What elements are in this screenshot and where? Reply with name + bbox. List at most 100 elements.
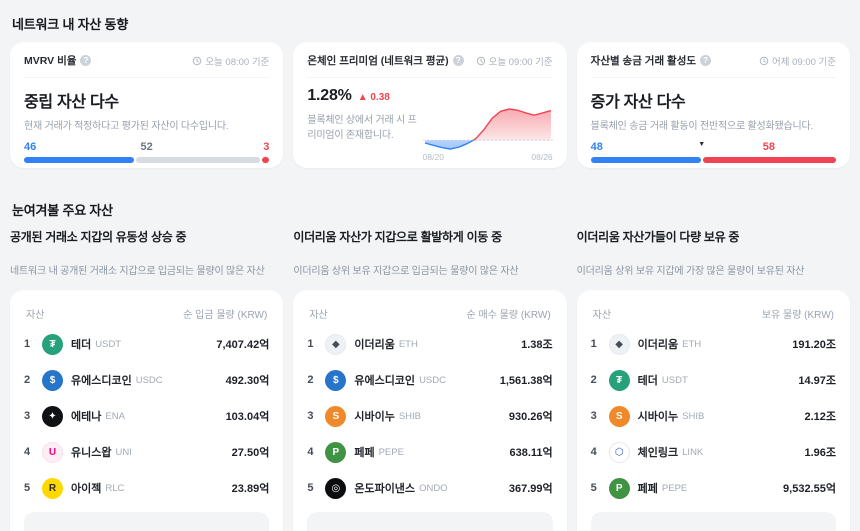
table-header: 자산 순 매수 물량 (KRW) bbox=[307, 300, 552, 326]
premium-timestamp: 오늘 09:00 기준 bbox=[476, 54, 553, 68]
table-row[interactable]: 4 ⬡ 체인링크 LINK 1.96조 bbox=[591, 434, 836, 470]
table-row[interactable]: 2 $ 유에스디코인 USDC 1,561.38억 bbox=[307, 362, 553, 398]
rank-label: 3 bbox=[307, 410, 314, 422]
asset-ticker: SHIB bbox=[682, 410, 705, 422]
group-title: 공개된 거래소 지갑의 유동성 상승 중 bbox=[10, 230, 187, 244]
premium-value: 1.28% bbox=[307, 87, 352, 104]
table-row[interactable]: 4 U 유니스왑 UNI 27.50억 bbox=[24, 434, 269, 470]
table-row[interactable]: 5 P 페페 PEPE 9,532.55억 bbox=[591, 470, 836, 506]
asset-name: 유에스디코인 bbox=[71, 375, 132, 387]
asset-ticker: ENA bbox=[105, 410, 125, 422]
transfer-bar-red-segment bbox=[702, 157, 836, 163]
rank-label: 1 bbox=[307, 338, 314, 350]
rank-label: 1 bbox=[590, 338, 597, 350]
pepe-icon: P bbox=[608, 477, 630, 499]
asset-value: 930.26억 bbox=[508, 411, 553, 423]
asset-name: 페페 bbox=[637, 483, 658, 495]
clock-icon bbox=[759, 56, 769, 65]
asset-group-whale-holdings: 이더리움 자산가들이 다량 보유 중 이더리움 상위 보유 지갑에 가장 많은 … bbox=[576, 228, 850, 531]
shiba-icon: S bbox=[325, 405, 347, 427]
table-row[interactable]: 1 ◆ 이더리움 ETH 191.20조 bbox=[591, 326, 836, 362]
asset-table-card: 자산 순 매수 물량 (KRW) 1 ◆ 이더리움 ETH 1.38조 2 $ … bbox=[293, 290, 567, 531]
mvrv-headline: 중립 자산 다수 bbox=[24, 94, 119, 111]
help-icon[interactable]: ? bbox=[700, 55, 712, 66]
table-header: 자산 순 입금 물량 (KRW) bbox=[24, 300, 269, 326]
mvrv-distribution-bar bbox=[24, 157, 270, 163]
section-assets-title: 눈여겨볼 주요 자산 bbox=[12, 203, 113, 218]
transfer-card-header: 자산별 송금 거래 활성도 ? 어제 09:00 기준 bbox=[590, 53, 836, 78]
asset-value: 191.20조 bbox=[792, 339, 836, 351]
bar-position-marker-icon: ▼ bbox=[698, 141, 706, 148]
help-icon[interactable]: ? bbox=[80, 55, 92, 66]
asset-name: 체인링크 bbox=[637, 447, 679, 459]
table-row[interactable]: 3 S 시바이누 SHIB 2.12조 bbox=[591, 398, 836, 434]
rank-label: 2 bbox=[590, 374, 597, 386]
group-subtitle: 네트워크 내 공개된 거래소 지갑으로 입금되는 물량이 많은 자산 bbox=[10, 266, 265, 277]
asset-value: 23.89억 bbox=[231, 483, 270, 495]
mvrv-mid-count: 52 bbox=[140, 141, 153, 153]
asset-group-exchange-inflow: 공개된 거래소 지갑의 유동성 상승 중 네트워크 내 공개된 거래소 지갑으로… bbox=[10, 228, 284, 531]
shiba-icon: S bbox=[608, 405, 630, 427]
asset-name: 시바이누 bbox=[354, 411, 395, 423]
table-row[interactable]: 2 ₮ 테더 USDT 14.97조 bbox=[591, 362, 836, 398]
rank-label: 5 bbox=[307, 482, 314, 494]
asset-ticker: PEPE bbox=[661, 482, 688, 494]
asset-group-whale-inflow: 이더리움 자산가 지갑으로 활발하게 이동 중 이더리움 상위 보유 지갑으로 … bbox=[293, 228, 567, 531]
asset-ticker: UNI bbox=[115, 446, 132, 458]
table-row[interactable]: 5 ◎ 온도파이낸스 ONDO 367.99억 bbox=[307, 470, 553, 506]
rank-label: 2 bbox=[307, 374, 314, 386]
table-row[interactable]: 2 $ 유에스디코인 USDC 492.30억 bbox=[24, 362, 269, 398]
table-row[interactable]: 3 S 시바이누 SHIB 930.26억 bbox=[307, 398, 553, 434]
asset-name: 유에스디코인 bbox=[354, 375, 416, 387]
premium-card-header: 온체인 프리미엄 (네트워크 평균) ? 오늘 09:00 기준 bbox=[307, 53, 553, 78]
tether-icon: ₮ bbox=[42, 333, 63, 355]
more-button[interactable] bbox=[24, 512, 270, 531]
asset-value: 27.50억 bbox=[231, 447, 270, 459]
asset-value: 492.30억 bbox=[225, 375, 270, 387]
clock-icon bbox=[193, 56, 202, 65]
chainlink-icon: ⬡ bbox=[608, 441, 630, 463]
help-icon[interactable]: ? bbox=[452, 55, 464, 66]
ondo-icon: ◎ bbox=[325, 477, 347, 499]
pepe-icon: P bbox=[325, 441, 347, 463]
asset-table-card: 자산 순 입금 물량 (KRW) 1 ₮ 테더 USDT 7,407.42억 2… bbox=[10, 290, 284, 531]
table-row[interactable]: 4 P 페페 PEPE 638.11억 bbox=[307, 434, 553, 470]
mvrv-stats: 46 52 3 bbox=[24, 141, 269, 153]
network-cards-row: MVRV 비율 ? 오늘 08:00 기준 중립 자산 다수 현재 거래가 적정… bbox=[10, 42, 850, 168]
transfer-timestamp: 어제 09:00 기준 bbox=[759, 54, 836, 68]
premium-chart: 08/20 08/26 bbox=[422, 107, 553, 162]
asset-ticker: PEPE bbox=[378, 446, 404, 458]
premium-card[interactable]: 온체인 프리미엄 (네트워크 평균) ? 오늘 09:00 기준 1.28% ▲… bbox=[293, 42, 567, 168]
table-row[interactable]: 5 R 아이젝 RLC 23.89억 bbox=[24, 470, 269, 506]
mvrv-timestamp-text: 오늘 08:00 기준 bbox=[205, 56, 270, 68]
asset-name: 테더 bbox=[71, 339, 92, 351]
table-header: 자산 보유 물량 (KRW) bbox=[591, 300, 836, 326]
table-row[interactable]: 1 ₮ 테더 USDT 7,407.42억 bbox=[24, 326, 269, 362]
premium-sparkline bbox=[422, 108, 553, 150]
mvrv-card[interactable]: MVRV 비율 ? 오늘 08:00 기준 중립 자산 다수 현재 거래가 적정… bbox=[10, 42, 284, 168]
transfer-description: 블록체인 송금 거래 활동이 전반적으로 활성화됐습니다. bbox=[590, 121, 814, 132]
mvrv-bar-blue-segment bbox=[24, 157, 134, 163]
more-button[interactable] bbox=[307, 512, 553, 531]
iexec-icon: R bbox=[42, 477, 63, 499]
asset-value: 1.96조 bbox=[804, 447, 836, 459]
more-button[interactable] bbox=[590, 512, 836, 531]
table-row[interactable]: 3 ✦ 에테나 ENA 103.04억 bbox=[24, 398, 269, 434]
asset-name: 이더리움 bbox=[637, 339, 679, 351]
rank-label: 3 bbox=[24, 410, 31, 422]
rank-label: 1 bbox=[24, 338, 31, 350]
asset-ticker: ETH bbox=[682, 338, 702, 350]
asset-name: 에테나 bbox=[71, 411, 102, 423]
mvrv-bar-red-segment bbox=[262, 157, 270, 163]
transfer-distribution-bar bbox=[590, 157, 836, 163]
group-subtitle: 이더리움 상위 보유 지갑으로 입금되는 물량이 많은 자산 bbox=[293, 266, 519, 277]
value-column-header: 순 매수 물량 (KRW) bbox=[466, 310, 551, 321]
rank-label: 4 bbox=[590, 446, 597, 458]
clock-icon bbox=[476, 56, 485, 65]
transfer-stats: 48 58 ▼ bbox=[591, 141, 836, 153]
mvrv-timestamp: 오늘 08:00 기준 bbox=[192, 54, 269, 68]
chart-x-start-label: 08/20 bbox=[422, 152, 444, 162]
table-row[interactable]: 1 ◆ 이더리움 ETH 1.38조 bbox=[307, 326, 553, 362]
asset-value: 7,407.42억 bbox=[216, 339, 270, 351]
transfer-activity-card[interactable]: 자산별 송금 거래 활성도 ? 어제 09:00 기준 증가 자산 다수 블록체… bbox=[576, 42, 850, 168]
